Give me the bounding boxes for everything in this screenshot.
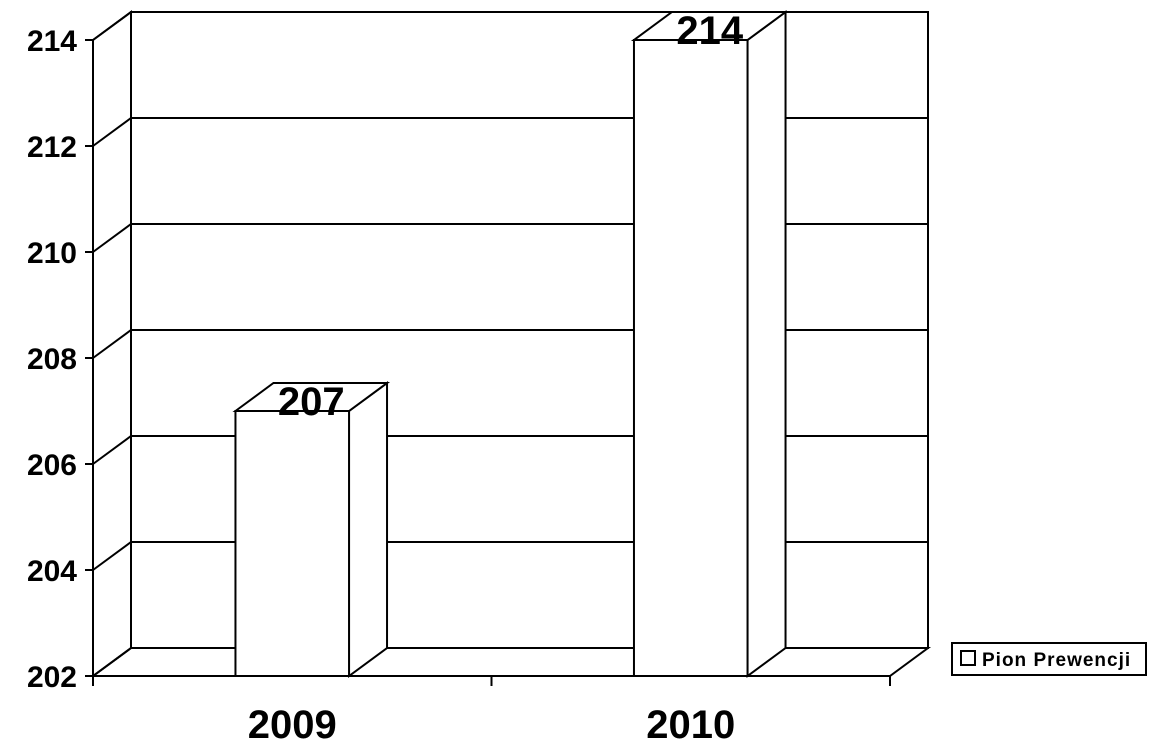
bar-2009 bbox=[232, 381, 391, 678]
legend-frame bbox=[951, 642, 1147, 676]
y-tick-label: 212 bbox=[27, 131, 77, 164]
bar-front bbox=[632, 39, 749, 677]
legend: Pion Prewencji bbox=[951, 642, 1147, 676]
chart-back-wall bbox=[92, 10, 929, 678]
x-tick-label-2010: 2010 bbox=[646, 703, 735, 746]
bar-side bbox=[746, 10, 787, 678]
y-tick-label: 204 bbox=[27, 555, 77, 588]
bar-side bbox=[348, 381, 389, 678]
bar-2010 bbox=[630, 10, 789, 678]
legend-label: Pion Prewencji bbox=[982, 650, 1131, 671]
y-tick-label: 206 bbox=[27, 449, 77, 482]
y-tick-label: 214 bbox=[27, 25, 77, 58]
gridline bbox=[92, 11, 928, 41]
floor bbox=[89, 647, 932, 677]
legend-swatch bbox=[960, 650, 976, 666]
y-tick-label: 208 bbox=[27, 343, 77, 376]
data-label-2009: 207 bbox=[278, 380, 345, 424]
bars bbox=[232, 10, 789, 678]
labels: 202 204 206 208 210 212 214 207 2009 214 2010 bbox=[27, 9, 744, 746]
bar-front bbox=[234, 410, 351, 677]
axes bbox=[85, 39, 891, 686]
chart-floor bbox=[89, 647, 932, 677]
data-label-2010: 214 bbox=[676, 9, 743, 53]
y-tick-label: 210 bbox=[27, 237, 77, 270]
legend-box: Pion Prewencji bbox=[951, 642, 1147, 676]
x-tick-label-2009: 2009 bbox=[248, 703, 337, 746]
y-tick-label: 202 bbox=[27, 661, 77, 694]
